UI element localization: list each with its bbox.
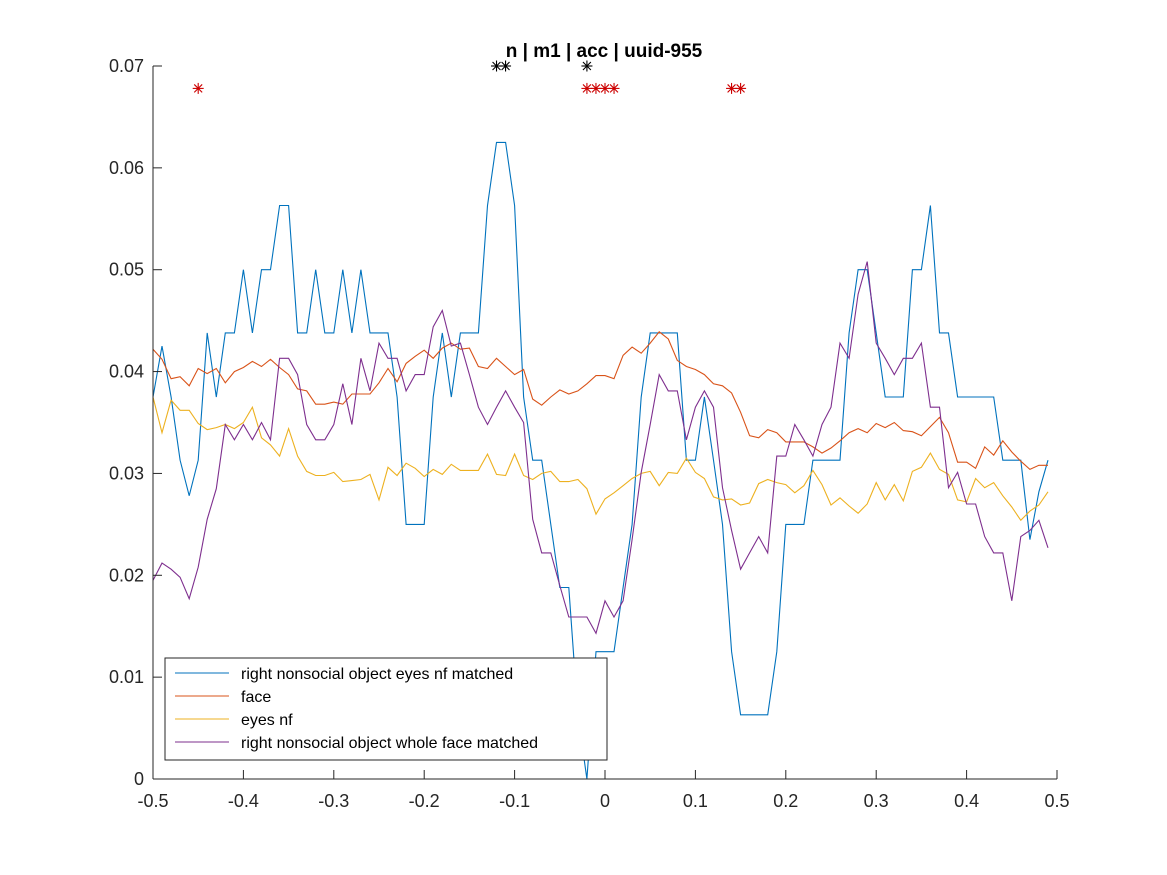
asterisk-marker (491, 60, 503, 72)
y-tick-label: 0 (134, 769, 144, 789)
asterisk-marker (192, 82, 204, 94)
x-tick-label: -0.4 (228, 791, 259, 811)
chart-title: n | m1 | acc | uuid-955 (506, 41, 703, 62)
series-line-2 (152, 331, 1048, 471)
y-tick-label: 0.06 (109, 158, 144, 178)
y-tick-label: 0.07 (109, 56, 144, 76)
asterisk-marker (581, 60, 593, 72)
series-line-4 (152, 261, 1049, 635)
y-tick-label: 0.03 (109, 463, 144, 483)
y-tick-label: 0.01 (109, 667, 144, 687)
y-tick-label: 0.02 (109, 565, 144, 585)
x-tick-label: -0.5 (137, 791, 168, 811)
asterisk-marker (581, 82, 593, 94)
plot-area (152, 141, 1049, 780)
x-tick-label: -0.3 (318, 791, 349, 811)
x-tick-label: 0.4 (954, 791, 979, 811)
legend: right nonsocial object eyes nf matched fa… (164, 657, 608, 761)
legend-label: face (241, 689, 271, 706)
axes: -0.5 -0.4 -0.3 -0.2 -0.1 0 0.1 0.2 0.3 0.4 0.5 0 0.0… (109, 56, 1070, 811)
significance-markers (192, 60, 747, 94)
x-tick-label: -0.2 (409, 791, 440, 811)
x-tick-label: 0.5 (1044, 791, 1069, 811)
x-tick-label: 0 (600, 791, 610, 811)
y-tick-label: 0.04 (109, 362, 144, 382)
x-tick-label: 0.1 (683, 791, 708, 811)
legend-label: right nonsocial object eyes nf matched (241, 666, 513, 683)
series-line-3 (152, 396, 1049, 522)
series-line-1 (152, 141, 1049, 780)
x-tick-label: 0.3 (864, 791, 889, 811)
y-tick-label: 0.05 (109, 260, 144, 280)
asterisk-marker (608, 82, 620, 94)
asterisk-marker (735, 82, 747, 94)
asterisk-marker (500, 60, 512, 72)
asterisk-marker (726, 82, 738, 94)
legend-label: eyes nf (241, 712, 293, 729)
legend-label: right nonsocial object whole face matche… (241, 735, 538, 752)
x-tick-label: 0.2 (773, 791, 798, 811)
legend-box (164, 657, 608, 761)
x-tick-label: -0.1 (499, 791, 530, 811)
